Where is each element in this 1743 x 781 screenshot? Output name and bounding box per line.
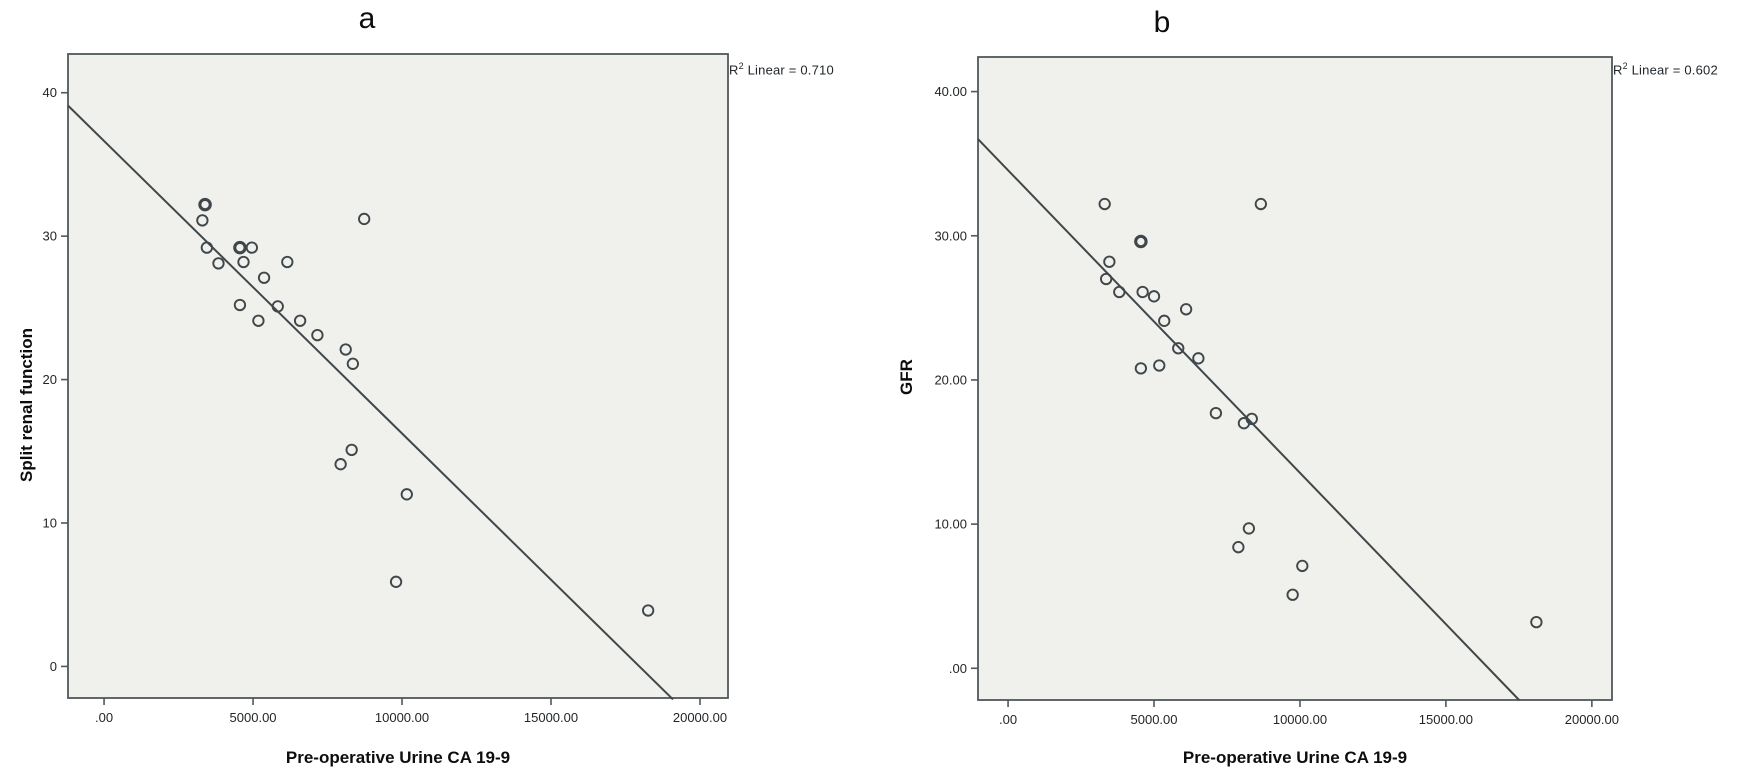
data-point (271, 300, 284, 313)
data-point (233, 298, 247, 312)
data-point (237, 255, 250, 269)
panel-a-title: a (358, 2, 376, 35)
data-point (400, 488, 413, 501)
x-tick-label: 15000.00 (1419, 712, 1473, 727)
r2-prefix: R (729, 62, 739, 78)
data-point (257, 271, 271, 284)
data-point (345, 443, 358, 457)
plot-area (977, 56, 1613, 701)
data-point (641, 604, 655, 617)
data-point (293, 314, 307, 327)
r2-value-text: Linear = 0.710 (743, 62, 834, 78)
x-tick-label: 5000.00 (230, 710, 277, 725)
y-tick-label: .00 (949, 661, 967, 676)
data-point (1153, 359, 1166, 372)
data-point (1134, 362, 1148, 375)
x-tick-label: .00 (95, 710, 113, 725)
data-point (339, 343, 352, 356)
y-tick-label: 20.00 (934, 372, 967, 387)
y-tick-label: 40.00 (934, 84, 967, 99)
data-point (196, 214, 209, 227)
data-point (1209, 406, 1223, 420)
data-point (358, 212, 371, 226)
x-tick-label: 20000.00 (673, 710, 727, 725)
panel-b-title: b (1153, 6, 1171, 39)
r2-value-text: Linear = 0.602 (1627, 62, 1718, 78)
panel-a-r2-annotation: R2 Linear = 0.710 (729, 61, 834, 77)
data-point (1113, 285, 1126, 299)
data-point (1242, 522, 1256, 535)
y-tick-label: 20 (43, 372, 57, 387)
data-point (245, 241, 258, 254)
data-point (1286, 588, 1299, 601)
y-tick-label: 0 (50, 659, 57, 674)
r2-superscript: 2 (738, 61, 744, 71)
y-tick-label: 10 (43, 516, 57, 531)
y-tick-label: 30.00 (934, 228, 967, 243)
data-point (1134, 234, 1148, 249)
data-point (233, 240, 247, 255)
panel-a-x-axis-label: Pre-operative Urine CA 19-9 (285, 748, 511, 767)
data-point (1245, 412, 1258, 426)
y-tick-label: 40 (43, 85, 57, 100)
r2-superscript: 2 (1622, 61, 1628, 71)
y-tick-label: 30 (43, 229, 57, 244)
scatter-plot-panel-a: .00 5000.00 10000.00 15000.00 20000.00 0 10 20 3… (43, 53, 729, 725)
data-point (1158, 314, 1171, 327)
y-tick-label: 10.00 (934, 517, 967, 532)
data-point (346, 357, 360, 370)
data-point (334, 458, 347, 471)
panel-b-y-axis-label: GFR (897, 359, 916, 395)
data-point (281, 255, 294, 269)
data-point (1099, 272, 1113, 286)
data-point (1103, 255, 1116, 268)
plot-area (67, 53, 729, 699)
data-point (252, 314, 265, 327)
data-point (1147, 290, 1161, 303)
data-point (1296, 559, 1309, 573)
x-tick-label: 10000.00 (1273, 712, 1327, 727)
data-point (311, 328, 324, 342)
x-tick-label: 10000.00 (375, 710, 429, 725)
r2-prefix: R (1613, 62, 1623, 78)
data-point (1098, 197, 1111, 211)
data-point (200, 241, 214, 254)
data-point (1136, 285, 1149, 299)
panel-a-y-axis-label: Split renal function (17, 328, 36, 482)
x-tick-label: 5000.00 (1131, 712, 1178, 727)
regression-line (67, 104, 674, 701)
x-tick-label: .00 (999, 712, 1017, 727)
data-point (198, 197, 212, 212)
data-point (1530, 615, 1543, 629)
data-point (1254, 197, 1267, 211)
x-tick-label: 15000.00 (524, 710, 578, 725)
data-point (1172, 342, 1185, 355)
x-tick-label: 20000.00 (1565, 712, 1619, 727)
data-point (1192, 352, 1205, 365)
scatter-plot-panel-b: .00 5000.00 10000.00 15000.00 20000.00 .00 10.… (934, 56, 1619, 727)
data-point (1232, 541, 1245, 554)
panel-b-x-axis-label: Pre-operative Urine CA 19-9 (1182, 748, 1408, 767)
data-point (389, 575, 403, 588)
data-point (212, 257, 225, 270)
panel-b-r2-annotation: R2 Linear = 0.602 (1613, 61, 1718, 77)
data-point (1179, 303, 1193, 316)
